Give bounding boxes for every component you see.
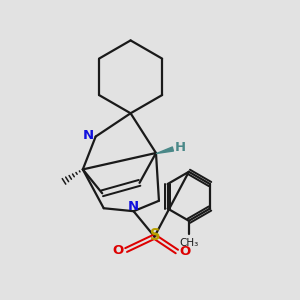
Text: H: H xyxy=(175,141,186,154)
Text: N: N xyxy=(128,200,139,213)
Text: O: O xyxy=(112,244,123,256)
Text: N: N xyxy=(82,130,94,142)
Text: S: S xyxy=(149,229,160,244)
Text: CH₃: CH₃ xyxy=(179,238,198,248)
Text: O: O xyxy=(180,245,191,258)
